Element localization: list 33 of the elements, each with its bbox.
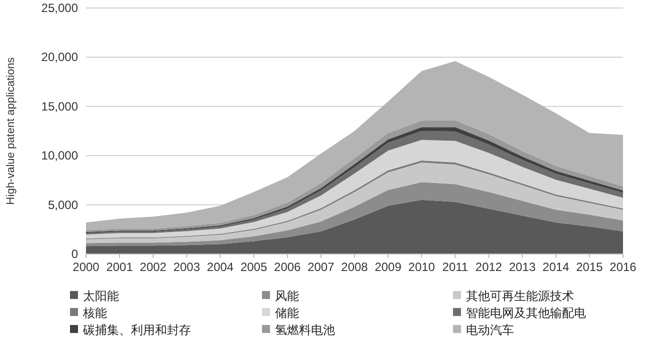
x-tick-label: 2012 (475, 260, 502, 274)
x-tick-label: 2005 (240, 260, 268, 274)
y-tick-label: 20,000 (41, 50, 78, 64)
legend-label: 氢燃料电池 (275, 323, 335, 337)
y-tick-label: 10,000 (41, 148, 78, 163)
x-tick-label: 2003 (173, 260, 200, 274)
x-tick-label: 2013 (508, 260, 536, 274)
x-tick-label: 2009 (374, 260, 402, 274)
legend-label: 核能 (82, 306, 107, 320)
legend-label: 风能 (275, 289, 299, 303)
legend-label: 电动汽车 (466, 323, 514, 337)
y-tick-label: 0 (71, 247, 78, 261)
legend-label: 太阳能 (83, 289, 119, 303)
y-tick-label: 25,000 (41, 1, 78, 15)
x-tick-label: 2016 (610, 260, 637, 274)
y-tick-label: 15,000 (41, 99, 78, 114)
x-tick-label: 2000 (72, 260, 100, 274)
legend-label: 储能 (275, 306, 299, 320)
legend-label: 其他可再生能源技术 (466, 289, 574, 303)
legend-label: 智能电网及其他输配电 (466, 306, 586, 320)
x-tick-label: 2002 (140, 260, 167, 274)
y-tick-label: 5,000 (48, 198, 78, 212)
x-tick-label: 2015 (576, 260, 604, 274)
x-tick-label: 2011 (442, 260, 468, 274)
x-tick-label: 2007 (308, 260, 335, 274)
x-tick-label: 2014 (542, 260, 570, 274)
x-tick-label: 2006 (274, 260, 302, 274)
x-tick-label: 2004 (206, 260, 234, 274)
x-tick-label: 2008 (341, 260, 368, 274)
x-tick-label: 2010 (408, 260, 436, 274)
legend-label: 碳捕集、利用和封存 (82, 323, 191, 337)
y-axis-title: High-value patent applications (5, 56, 17, 205)
x-tick-label: 2001 (106, 260, 134, 274)
